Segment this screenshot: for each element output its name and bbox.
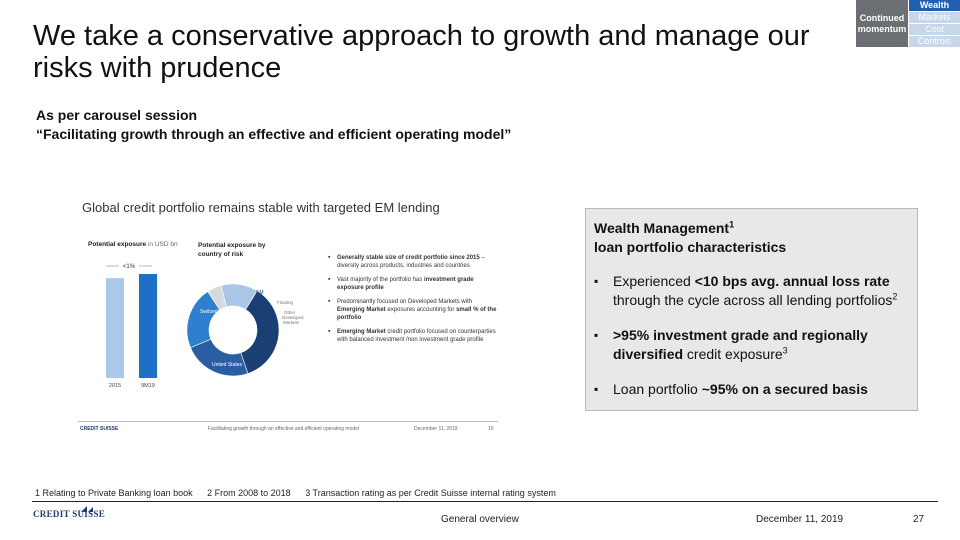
embedded-logo: CREDIT SUISSE [80, 426, 119, 432]
embedded-bullets: Generally stable size of credit portfoli… [328, 254, 498, 350]
embedded-footer-date: December 11, 2019 [414, 426, 458, 432]
donut-label-other-1: Other [284, 310, 296, 315]
bar-tick-label: 9M19 [141, 383, 155, 389]
embedded-bullet-3: Predominantly focused on Developed Marke… [328, 298, 498, 322]
wm-item-investment-grade: >95% investment grade and regionally div… [594, 326, 909, 364]
exposure-bar-9m19 [139, 274, 157, 378]
page-title: We take a conservative approach to growt… [33, 20, 810, 84]
footer-divider [32, 501, 938, 502]
embedded-bullet-2: Vast majority of the portfolio has inves… [328, 276, 498, 292]
footer-section: General overview [441, 514, 519, 525]
embedded-bullet-1: Generally stable size of credit portfoli… [328, 254, 498, 270]
section-nav: Wealth Markets Cost Controls [909, 0, 960, 47]
wm-item-secured: Loan portfolio ~95% on a secured basis [594, 380, 909, 399]
embedded-slide-title: Global credit portfolio remains stable w… [82, 200, 440, 215]
country-exposure-label: Potential exposure by country of risk [198, 242, 266, 258]
donut-label-switzerland: Switzerland [200, 309, 226, 315]
donut-slice-united-states [190, 338, 249, 377]
footnote-1: 1 Relating to Private Banking loan book [35, 488, 193, 498]
exposure-bar-chart: <1% 2015 9M19 [106, 264, 157, 389]
nav-item-markets[interactable]: Markets [909, 12, 960, 23]
embedded-page-number: 10 [488, 426, 494, 432]
wm-box-heading: Wealth Management1 loan portfolio charac… [594, 219, 787, 255]
footnote-3: 3 Transaction rating as per Credit Suiss… [305, 488, 556, 498]
donut-label-other-3: Markets [283, 320, 300, 325]
country-exposure-donut: Switzerland EM Floating Other Developed … [186, 283, 304, 377]
wm-loan-box: Wealth Management1 loan portfolio charac… [585, 208, 918, 411]
subtitle-session: As per carousel session [36, 107, 198, 123]
embedded-footer-divider [78, 421, 498, 422]
wm-item-loss-rate: Experienced <10 bps avg. annual loss rat… [594, 272, 909, 310]
footnote-2: 2 From 2008 to 2018 [207, 488, 291, 498]
nav-section-label: Continued momentum [856, 0, 908, 47]
donut-label-floating: Floating [277, 300, 294, 305]
embedded-footer-text: Facilitating growth through an effective… [208, 426, 360, 432]
exposure-unit: in USD bn [147, 241, 178, 248]
page-number: 27 [913, 514, 925, 525]
bar-annotation: <1% [123, 264, 136, 270]
credit-suisse-logo: CREDIT SUISSE [33, 509, 106, 519]
nav-item-wealth[interactable]: Wealth [909, 0, 960, 11]
exposure-bar-2015 [106, 278, 124, 378]
exposure-label: Potential exposure in USD bn [88, 241, 178, 248]
donut-label-other-2: Developed [282, 315, 304, 320]
donut-slice-switzerland [240, 290, 280, 374]
nav-item-cost[interactable]: Cost [909, 24, 960, 35]
footer-date: December 11, 2019 [756, 514, 844, 525]
subtitle-quote: “Facilitating growth through an effectiv… [36, 126, 512, 142]
donut-label-us: United States [212, 362, 243, 368]
embedded-bullet-4: Emerging Market credit portfolio focused… [328, 328, 498, 344]
nav-item-controls[interactable]: Controls [909, 36, 960, 47]
bar-tick-label: 2015 [109, 383, 121, 389]
exposure-label-text: Potential exposure [88, 241, 147, 248]
donut-label-em: EM [256, 290, 264, 296]
sails-logo-icon [81, 506, 93, 512]
donut-slice-em [220, 283, 258, 310]
footnotes: 1 Relating to Private Banking loan book … [35, 488, 568, 498]
